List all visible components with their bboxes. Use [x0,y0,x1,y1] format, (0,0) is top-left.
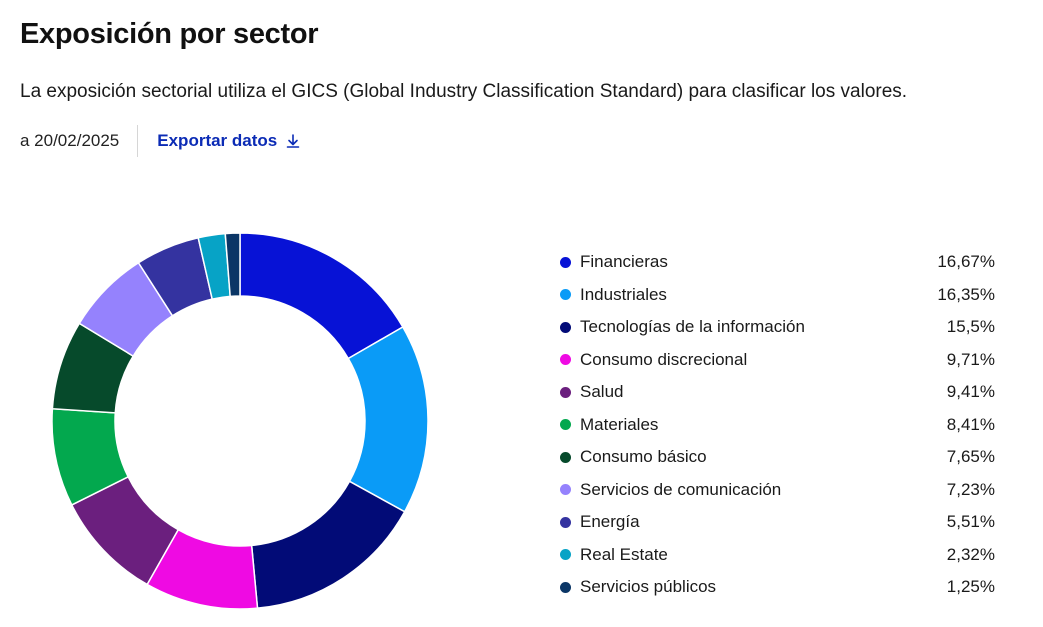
page-title: Exposición por sector [20,18,319,50]
chart-legend: Financieras 16,67% Industriales 16,35% Tecno… [560,246,995,604]
export-data-link[interactable]: Exportar datos [157,131,301,151]
legend-value: 1,25% [946,577,995,597]
legend-swatch [560,354,571,366]
legend-item: Materiales 8,41% [560,409,995,442]
legend-value: 2,32% [946,544,995,564]
legend-swatch [560,256,571,268]
legend-value: 16,67% [937,252,995,272]
download-icon [285,133,301,149]
legend-label: Materiales [580,414,659,434]
donut-chart [50,231,430,611]
legend-label: Salud [580,382,624,402]
legend-swatch [560,419,571,431]
legend-swatch [560,516,571,528]
legend-swatch [560,451,571,463]
donut-slice-industriales[interactable] [347,325,429,513]
legend-label: Energía [580,512,640,532]
legend-item: Consumo básico 7,65% [560,441,995,474]
legend-swatch [560,321,571,333]
as-of-date: a 20/02/2025 [20,125,139,157]
legend-label: Consumo básico [580,447,707,467]
legend-value: 8,41% [946,414,995,434]
donut-chart-svg [51,232,429,610]
legend-swatch [560,549,571,561]
description-text: La exposición sectorial utiliza el GICS … [20,81,908,102]
legend-item: Industriales 16,35% [560,279,995,312]
legend-value: 9,41% [946,382,995,402]
legend-item: Tecnologías de la información 15,5% [560,311,995,344]
legend-label: Servicios públicos [580,577,717,597]
legend-value: 16,35% [937,284,995,304]
legend-value: 9,71% [946,349,995,369]
legend-item: Salud 9,41% [560,376,995,409]
legend-label: Servicios de comunicación [580,479,782,499]
legend-value: 15,5% [946,317,995,337]
meta-row: a 20/02/2025 Exportar datos [20,125,301,157]
legend-label: Tecnologías de la información [580,317,805,337]
legend-value: 7,65% [946,447,995,467]
donut-slice-financieras[interactable] [239,232,404,360]
legend-item: Real Estate 2,32% [560,539,995,572]
donut-slice-tecnologias-de-la-informacion[interactable] [250,480,406,609]
legend-swatch [560,581,571,593]
legend-item: Servicios públicos 1,25% [560,571,995,604]
legend-item: Servicios de comunicación 7,23% [560,474,995,507]
donut-slice-servicios-publicos[interactable] [224,232,241,298]
legend-item: Energía 5,51% [560,506,995,539]
legend-swatch [560,484,571,496]
legend-value: 7,23% [946,479,995,499]
legend-label: Financieras [580,252,668,272]
legend-value: 5,51% [946,512,995,532]
legend-label: Industriales [580,284,667,304]
legend-label: Real Estate [580,544,668,564]
export-data-label: Exportar datos [157,131,278,150]
legend-swatch [560,386,571,398]
legend-item: Consumo discrecional 9,71% [560,344,995,377]
legend-label: Consumo discrecional [580,349,748,369]
legend-item: Financieras 16,67% [560,246,995,279]
legend-swatch [560,289,571,301]
